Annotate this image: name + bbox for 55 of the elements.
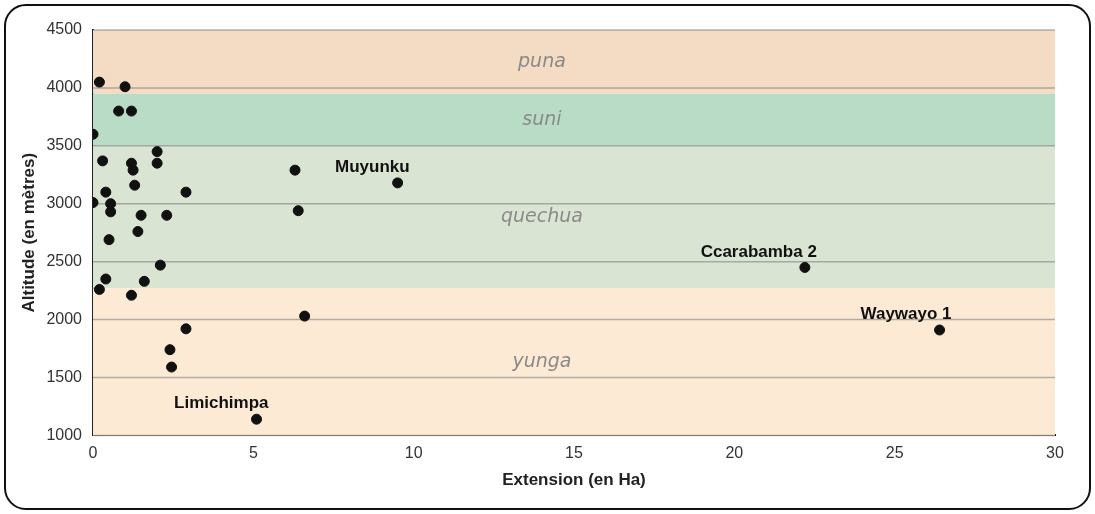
point [100,186,112,198]
point [138,275,150,287]
point [151,146,163,158]
point [251,413,263,425]
band-label: yunga [511,348,572,371]
point [100,273,112,285]
x-tick-label: 15 [565,444,583,462]
point [299,310,311,322]
point [119,81,131,93]
point [113,105,125,117]
y-tick-label: 3500 [46,136,83,154]
point [132,226,144,238]
point [154,259,166,271]
point [127,164,139,176]
point [934,324,946,336]
point [125,105,137,117]
point [125,289,137,301]
y-tick-label: 4000 [46,78,83,96]
x-tick-label: 25 [885,444,904,462]
y-tick-label: 1500 [46,367,83,385]
point [166,361,178,373]
point [164,344,176,356]
band-label: suni [522,106,563,129]
y-axis-title: Altitude (en mètres) [18,152,38,313]
point [93,76,105,88]
annotation: Ccarabamba 2 [700,241,817,261]
point [292,205,304,217]
annotation: Limichimpa [174,393,270,413]
x-tick-label: 30 [1046,444,1064,462]
point [93,283,105,295]
point [180,323,192,335]
point [151,157,163,169]
point [103,234,115,246]
y-tick-label: 1000 [46,425,83,443]
x-tick-label: 10 [404,444,423,462]
point [392,177,404,189]
y-tick-label: 2000 [46,309,83,327]
point [289,164,301,176]
y-tick-label: 3000 [46,194,83,212]
point [97,155,109,167]
y-tick-label: 2500 [46,252,83,270]
point [799,261,811,273]
point [161,209,173,221]
point [180,186,192,198]
annotation: Waywayo 1 [860,304,952,324]
x-tick-label: 20 [725,444,744,462]
band-label: puna [517,48,566,71]
x-tick-label: 5 [248,444,258,462]
band-label: quechua [500,204,583,226]
x-tick-label: 0 [88,444,98,462]
point [135,209,147,221]
x-axis-title: Extension (en Ha) [502,470,646,490]
annotation: Muyunku [335,157,410,177]
point [129,179,141,191]
y-tick-label: 4500 [46,20,83,38]
